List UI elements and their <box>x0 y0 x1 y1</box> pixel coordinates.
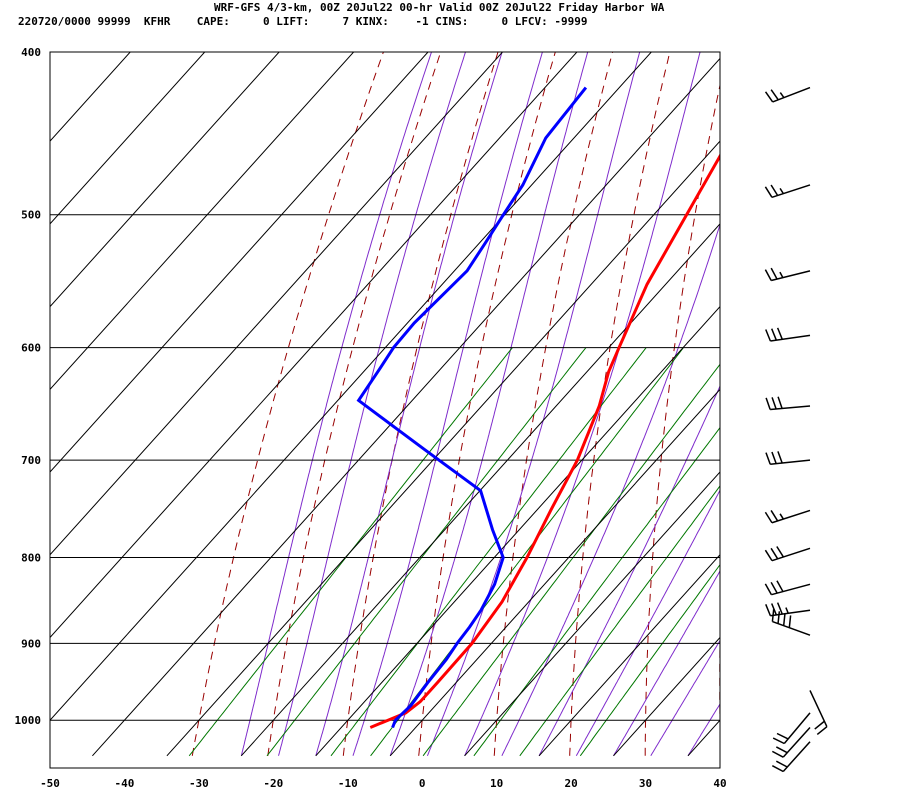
temperature-tick-label: 40 <box>713 777 726 790</box>
pressure-tick-label: 800 <box>21 551 41 564</box>
wind-barb <box>809 690 828 736</box>
moist-adiabat-line <box>501 223 720 756</box>
x-axis-labels: -50 -40 -30 -20 -10 0 10 20 30 40 <box>40 777 727 790</box>
plot-area <box>50 52 720 768</box>
moist-adiabat-line <box>464 52 701 757</box>
station-indices-line: 220720/0000 99999 KFHR CAPE: 0 LIFT: 7 K… <box>18 15 588 28</box>
moist-adiabat-line <box>575 489 720 757</box>
dry-adiabat-line <box>493 52 614 756</box>
wind-barb <box>764 509 811 524</box>
temperature-tick-label: 30 <box>639 777 652 790</box>
pressure-tick-label: 600 <box>21 342 41 355</box>
isotherm-line <box>50 52 280 308</box>
temperature-profile <box>369 153 720 729</box>
mixing-ratio-line <box>422 363 720 757</box>
moist-adiabat-line <box>613 569 720 757</box>
wind-barb <box>765 396 811 411</box>
wind-barb <box>765 451 811 466</box>
isotherm-line <box>389 388 720 757</box>
isotherm-line <box>50 52 355 391</box>
moist-adiabat-line <box>725 15 900 756</box>
dry-adiabat-line <box>569 52 671 756</box>
wind-barb <box>764 267 811 282</box>
mixing-ratio-line <box>519 485 720 757</box>
wind-barb <box>764 86 811 103</box>
dewpoint-profile <box>356 86 588 729</box>
moist-adiabat-line <box>278 52 467 756</box>
isotherm-line <box>50 52 578 639</box>
temperature-tick-label: 20 <box>564 777 577 790</box>
dry-adiabat-line <box>418 52 556 756</box>
dry-adiabat-line <box>191 52 384 756</box>
dry-adiabat-line <box>719 618 720 749</box>
moist-adiabat-line <box>426 52 641 756</box>
wind-barb <box>771 741 811 773</box>
temperature-tick-label: 0 <box>419 777 426 790</box>
moist-adiabat-line <box>352 52 543 756</box>
dry-adiabat-line <box>267 52 442 756</box>
dry-adiabat-line <box>862 15 900 756</box>
mixing-ratio-line <box>330 347 647 757</box>
temperature-tick-label: -40 <box>115 777 135 790</box>
moist-adiabat-line <box>389 52 589 756</box>
moist-adiabat-line <box>315 52 503 756</box>
moist-adiabat-line <box>538 384 720 757</box>
temperature-tick-label: -20 <box>263 777 283 790</box>
isotherm-line <box>464 471 720 757</box>
pressure-tick-label: 400 <box>21 46 41 59</box>
wind-barb <box>765 327 811 342</box>
dry-adiabat-line <box>342 52 499 756</box>
plot-lines <box>50 15 900 757</box>
isotherm-line <box>50 52 504 556</box>
pressure-tick-label: 900 <box>21 637 41 650</box>
temperature-tick-label: -10 <box>338 777 358 790</box>
y-axis-labels: 400 500 600 700 800 900 1000 <box>15 46 42 727</box>
temperature-tick-label: -50 <box>40 777 60 790</box>
pressure-tick-label: 1000 <box>15 714 42 727</box>
moist-adiabat-line <box>650 639 720 757</box>
isotherm-line <box>50 52 653 721</box>
chart-title: WRF-GFS 4/3-km, 00Z 20Jul22 00-hr Valid … <box>214 1 665 14</box>
isotherm-line <box>50 52 429 473</box>
wind-barb <box>771 609 811 636</box>
dry-adiabat-line <box>644 82 720 756</box>
wind-barb <box>772 712 811 745</box>
temperature-tick-label: -30 <box>189 777 209 790</box>
mixing-ratio-line <box>579 563 720 757</box>
mixing-ratio-line <box>473 426 720 757</box>
wind-barb <box>764 184 811 199</box>
isotherm-line <box>92 57 720 757</box>
temperature-tick-label: 10 <box>490 777 503 790</box>
isotherm-line <box>50 52 131 142</box>
mixing-ratio-line <box>188 347 513 757</box>
isotherm-line <box>538 554 720 757</box>
plot-frame <box>49 51 721 769</box>
wind-barb <box>771 726 811 758</box>
moist-adiabat-line <box>762 15 900 756</box>
moist-adiabat-line <box>240 52 433 756</box>
wind-barb <box>765 602 811 617</box>
isotherm-line <box>240 223 720 757</box>
mixing-ratio-line <box>266 347 587 757</box>
dry-adiabat-line <box>792 15 849 756</box>
wind-barb <box>764 546 811 562</box>
wind-barbs <box>764 86 828 773</box>
pressure-tick-label: 500 <box>21 209 41 222</box>
isotherm-line <box>50 52 206 225</box>
pressure-tick-label: 700 <box>21 454 41 467</box>
isotherm-line <box>166 140 720 757</box>
isotherm-line <box>315 305 720 757</box>
wind-barb <box>764 580 811 596</box>
